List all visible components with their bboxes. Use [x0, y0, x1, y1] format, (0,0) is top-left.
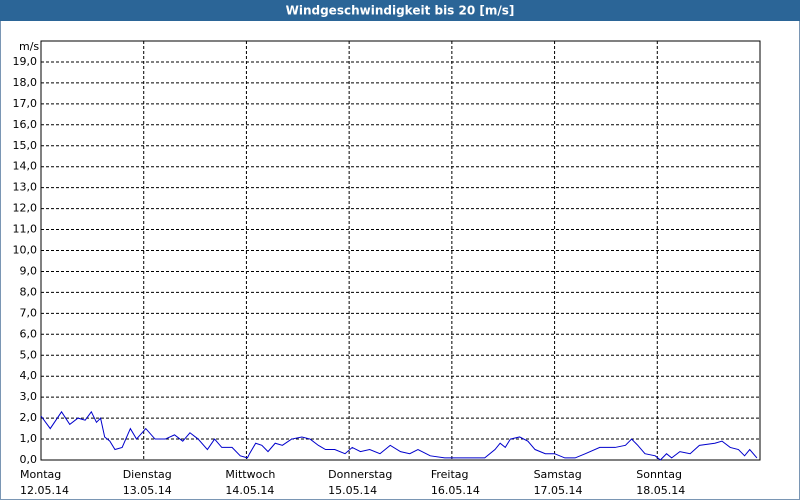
y-tick-label: 19,0: [13, 55, 38, 68]
y-tick-label: 8,0: [20, 285, 38, 298]
y-tick-label: 6,0: [20, 327, 38, 340]
plot-frame: [40, 40, 761, 461]
x-tick-label: Sonntag: [636, 468, 682, 481]
y-tick-label: 14,0: [13, 160, 38, 173]
y-tick-label: 4,0: [20, 369, 38, 382]
x-tick-label: Freitag: [431, 468, 469, 481]
x-tick-date: 14.05.14: [225, 484, 274, 497]
x-tick-label: Donnerstag: [328, 468, 392, 481]
y-tick-label: 1,0: [20, 432, 38, 445]
y-tick-label: 13,0: [13, 181, 38, 194]
y-tick-label: 16,0: [13, 118, 38, 131]
y-tick-label: 2,0: [20, 411, 38, 424]
y-tick-label: 17,0: [13, 97, 38, 110]
y-tick-label: 18,0: [13, 76, 38, 89]
x-tick-date: 18.05.14: [636, 484, 685, 497]
x-tick-date: 13.05.14: [123, 484, 172, 497]
x-tick-label: Samstag: [534, 468, 582, 481]
x-tick-date: 16.05.14: [431, 484, 480, 497]
y-tick-label: 7,0: [20, 306, 38, 319]
y-tick-label: 5,0: [20, 348, 38, 361]
y-tick-label: 15,0: [13, 139, 38, 152]
x-tick-label: Mittwoch: [225, 468, 275, 481]
x-tick-date: 15.05.14: [328, 484, 377, 497]
y-tick-label: 12,0: [13, 202, 38, 215]
data-line: [40, 410, 758, 461]
y-tick-label: 0,0: [20, 453, 38, 466]
y-tick-label: 11,0: [13, 223, 38, 236]
x-tick-label: Dienstag: [123, 468, 172, 481]
x-tick-label: Montag: [20, 468, 61, 481]
title-bar: [0, 0, 800, 21]
y-unit: m/s: [19, 40, 39, 53]
x-tick-date: 12.05.14: [20, 484, 69, 497]
y-tick-label: 3,0: [20, 390, 38, 403]
y-tick-label: 9,0: [20, 264, 38, 277]
chart-title: Windgeschwindigkeit bis 20 [m/s]: [286, 4, 515, 18]
x-tick-date: 17.05.14: [534, 484, 583, 497]
y-tick-label: 10,0: [13, 244, 38, 257]
